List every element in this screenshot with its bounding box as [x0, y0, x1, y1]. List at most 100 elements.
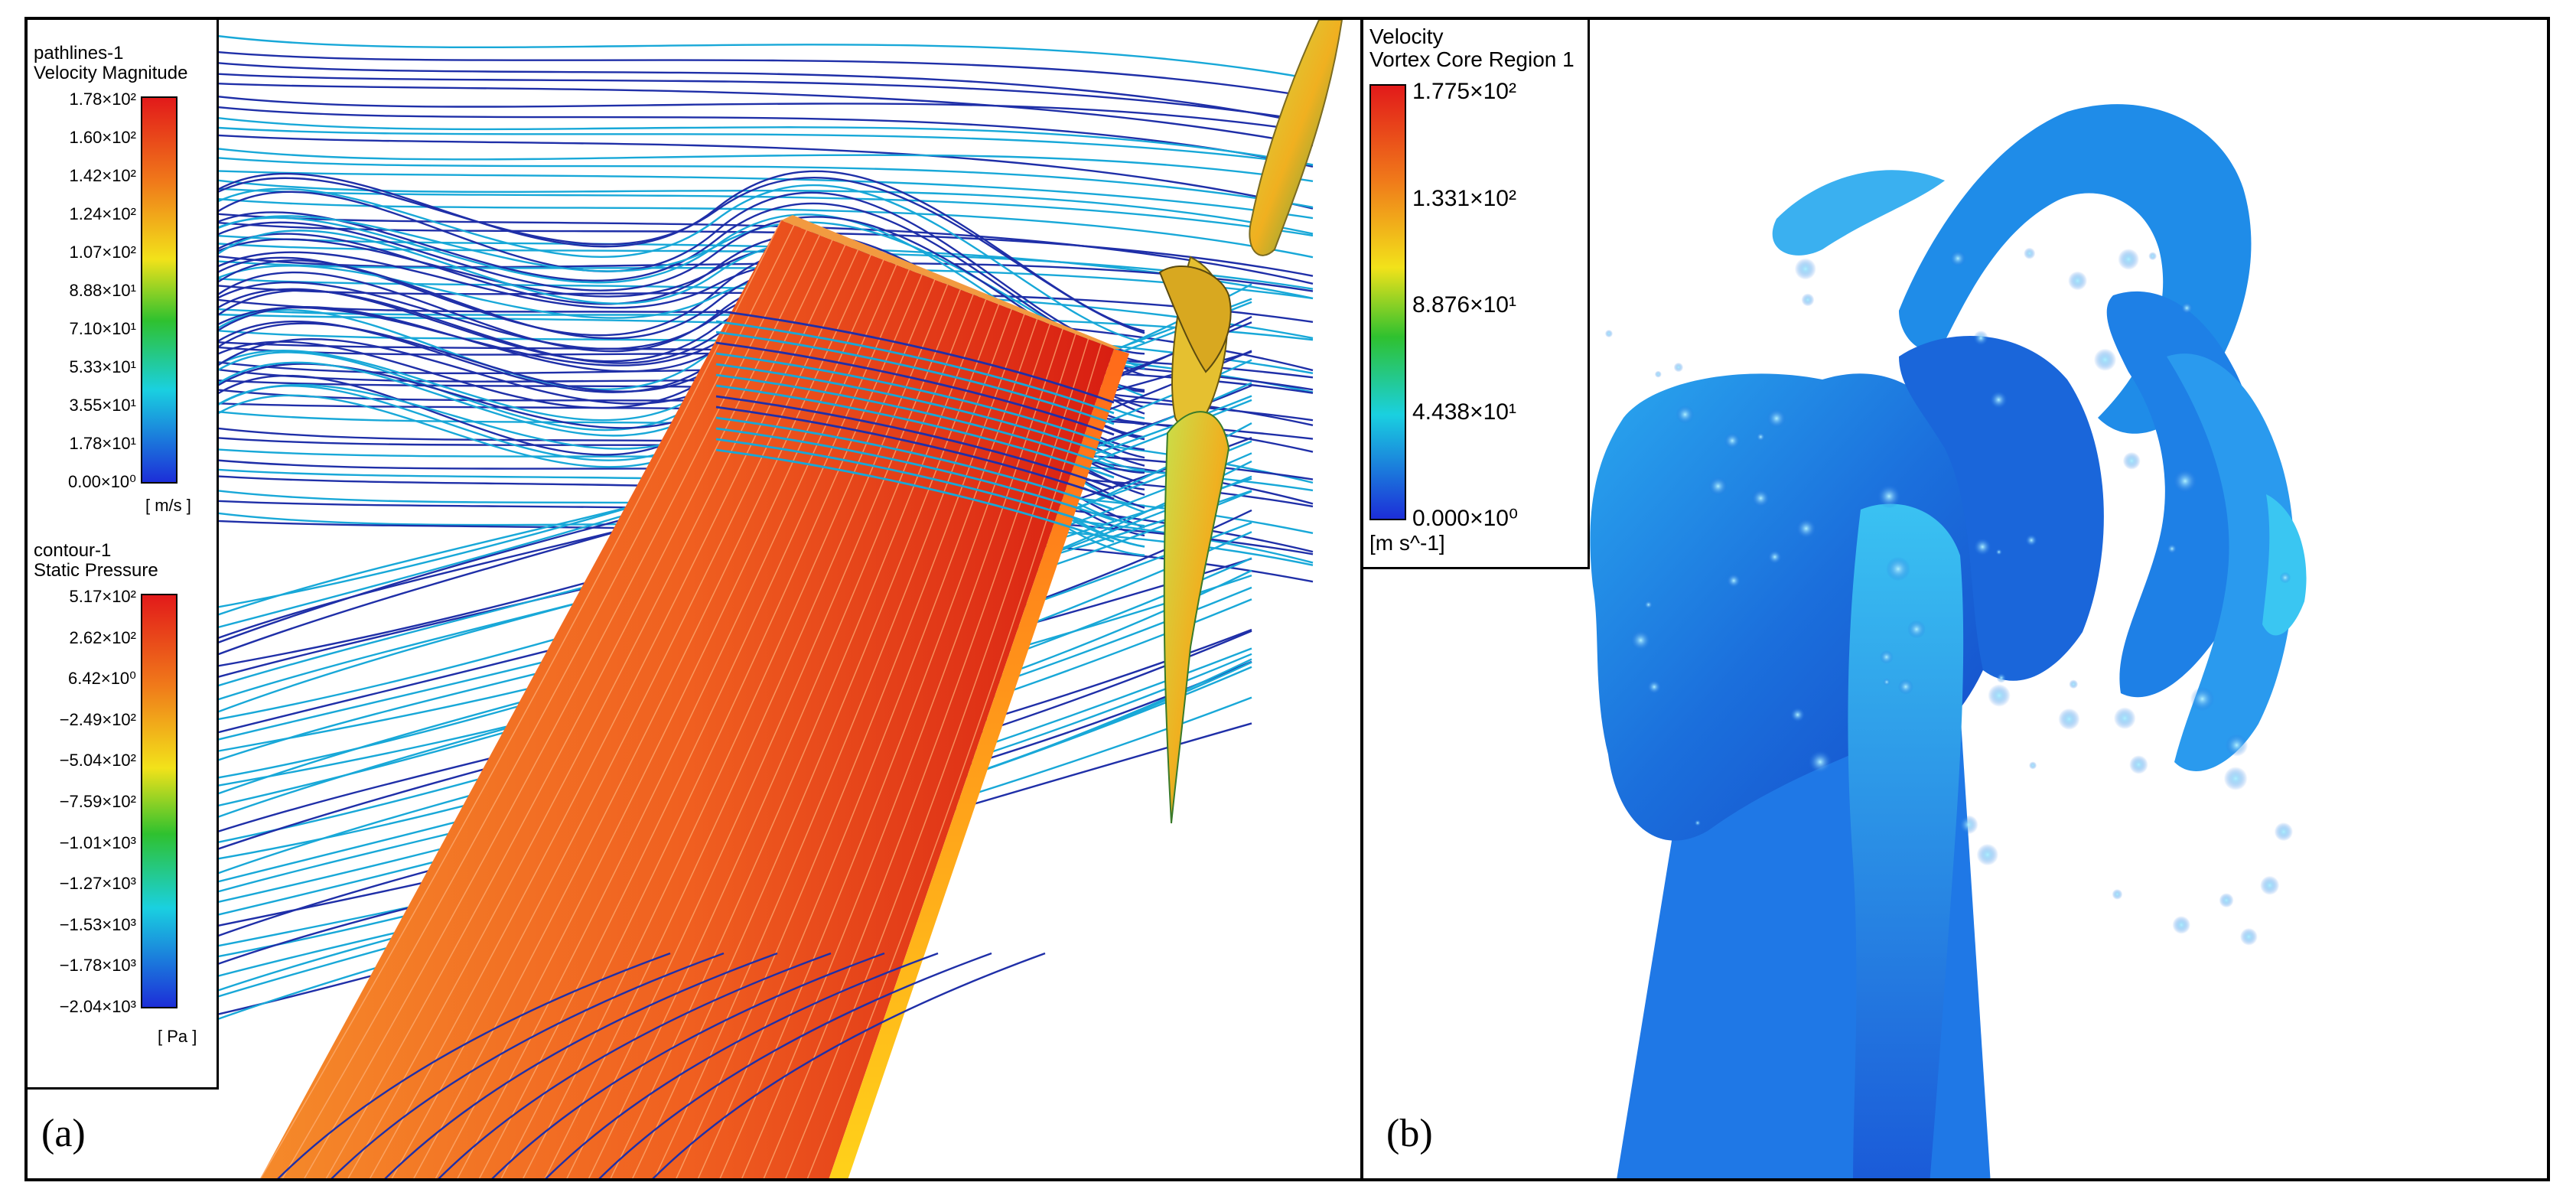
vortex-highlight: [2025, 534, 2037, 546]
vortex-highlight: [1751, 489, 1770, 508]
vortex-highlight: [2274, 822, 2294, 842]
vortex-highlight: [1708, 477, 1728, 496]
pathline: [210, 202, 1145, 363]
pressure-contour: [544, 284, 949, 1178]
vortex-highlight: [1604, 329, 1614, 338]
pressure-contour: [806, 344, 1102, 1178]
vortex-highlight: [1996, 673, 2007, 683]
panel-a-label: (a): [41, 1112, 86, 1155]
pathline: [715, 438, 1115, 533]
pathline: [210, 126, 1314, 166]
vortex-highlight: [2118, 248, 2140, 270]
legend-region: Vortex Core Region 1: [1369, 47, 1575, 71]
vortex-highlight: [2129, 755, 2148, 774]
vortex-highlight: [2172, 916, 2190, 934]
vortex-highlight: [2219, 893, 2234, 908]
vortex-highlight: [1907, 620, 1926, 639]
vortex-highlight: [2223, 767, 2248, 790]
vortex-highlight: [1973, 331, 1988, 346]
legend-name: pathlines-1: [34, 43, 124, 64]
vortex-highlight: [1724, 432, 1741, 449]
pressure-contour: [610, 299, 987, 1178]
pathline: [715, 373, 1115, 468]
pathline: [210, 116, 1314, 166]
vortex-highlight: [1808, 750, 1832, 774]
pathline: [210, 50, 1314, 99]
legend-tick-label: 1.42×10²: [69, 166, 136, 185]
pathline: [210, 82, 1314, 147]
vortex-highlight: [1694, 819, 1702, 826]
legend-tick-label: −2.49×10²: [59, 709, 136, 729]
vortex-highlight: [1976, 843, 1999, 866]
pathline: [652, 952, 1046, 1178]
pathline: [715, 352, 1115, 447]
legend-unit: [ Pa ]: [158, 1027, 197, 1046]
panel-b-label: (b): [1386, 1112, 1433, 1155]
pathline: [384, 952, 778, 1178]
legend-unit: [ m/s ]: [145, 496, 191, 515]
pathline: [210, 212, 1314, 285]
pressure-contour: [741, 328, 1063, 1178]
pathline: [715, 331, 1115, 425]
pathline: [715, 384, 1115, 479]
vortex-highlight: [2029, 761, 2037, 770]
legend-tick-label: −1.78×10³: [59, 956, 136, 976]
pressure-contour: [719, 324, 1051, 1178]
legend-tick-label: 1.78×10¹: [69, 434, 136, 453]
legend-tick-label: 8.88×10¹: [69, 281, 136, 300]
vortex-highlight: [1973, 538, 1991, 556]
panel-a-scene: [210, 20, 1343, 1178]
legend-tick-label: 1.331×10²: [1412, 185, 1516, 211]
pressure-contour: [632, 304, 1000, 1178]
vortex-highlight: [2239, 927, 2258, 946]
pathline: [210, 254, 1314, 292]
vortex-highlight: [2113, 707, 2136, 730]
pathline: [210, 187, 1314, 237]
panel-b-scene: [1590, 104, 2307, 1178]
pathline: [210, 184, 1145, 344]
vortex-highlight: [2112, 889, 2123, 900]
pathline: [210, 197, 1314, 259]
legend-tick-label: 4.438×10¹: [1412, 399, 1516, 425]
legend-tick-label: 1.78×10²: [69, 90, 136, 109]
legend-quantity: Static Pressure: [34, 560, 158, 581]
vortex-highlight: [2069, 679, 2079, 689]
pathline: [545, 952, 939, 1178]
vortex-highlight: [2260, 875, 2280, 895]
legend-tick-label: 2.62×10²: [69, 627, 136, 647]
vortex-highlight: [2068, 271, 2088, 291]
vortex-highlight: [2122, 451, 2141, 470]
vortex-highlight: [2093, 348, 2117, 371]
pressure-contour: [435, 259, 884, 1178]
pathline: [210, 277, 1314, 340]
vortex-velocity-legend: Velocity Vortex Core Region 1 1.775×10² 1…: [1363, 20, 1590, 569]
pathline: [715, 320, 1115, 415]
pathline: [210, 178, 1314, 235]
pressure-contour: [676, 314, 1025, 1178]
pathline: [210, 147, 1314, 182]
pressure-contour: [785, 338, 1089, 1178]
legend-tick-label: 0.000×10⁰: [1412, 506, 1518, 531]
vortex-highlight: [1790, 707, 1806, 722]
pathline: [210, 134, 1314, 210]
pathline: [715, 309, 1115, 404]
legend-tick-label: −2.04×10³: [59, 997, 136, 1016]
propeller: [1158, 20, 1343, 824]
velocity-magnitude-legend: pathlines-1 Velocity Magnitude 1.78×10² 1…: [28, 20, 219, 533]
legend-tick-label: 5.17×10²: [69, 587, 136, 606]
vortex-highlight: [1767, 409, 1786, 428]
vortex-highlight: [1767, 549, 1782, 565]
legend-tick-label: 1.775×10²: [1412, 79, 1516, 104]
pathline: [210, 308, 1314, 341]
pathline: [210, 72, 1314, 122]
pathline: [210, 176, 1145, 334]
legend-tick-label: 1.60×10²: [69, 128, 136, 147]
vortex-highlight: [1794, 258, 1816, 280]
pathline: [715, 416, 1115, 511]
legend-tick-label: 1.07×10²: [69, 243, 136, 262]
pressure-contour: [653, 309, 1012, 1178]
pathline: [331, 952, 725, 1178]
panel-b-vortex-core: Velocity Vortex Core Region 1 1.775×10² 1…: [1360, 17, 2550, 1181]
pathline: [210, 170, 1145, 332]
vortex-highlight: [2058, 708, 2080, 730]
